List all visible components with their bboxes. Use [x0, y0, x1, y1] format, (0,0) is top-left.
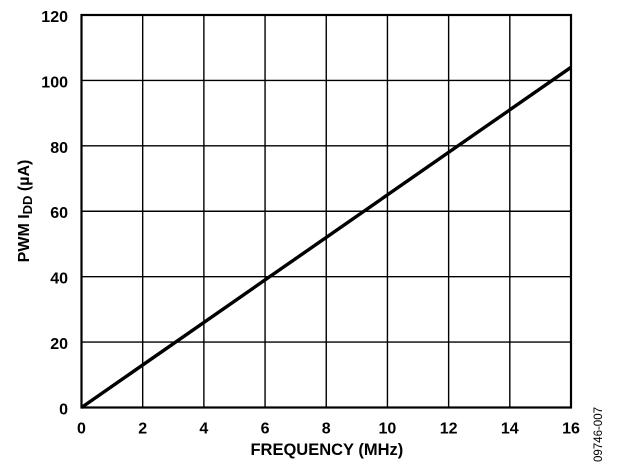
- svg-text:20: 20: [50, 336, 68, 353]
- svg-text:12: 12: [440, 421, 458, 438]
- svg-text:09746-007: 09746-007: [593, 407, 605, 462]
- svg-text:6: 6: [261, 421, 270, 438]
- svg-text:10: 10: [379, 421, 397, 438]
- svg-text:8: 8: [322, 421, 331, 438]
- svg-text:0: 0: [59, 401, 68, 418]
- svg-text:40: 40: [50, 271, 68, 288]
- svg-text:60: 60: [50, 205, 68, 222]
- svg-text:PWM IDD (µA): PWM IDD (µA): [16, 160, 35, 263]
- svg-text:FREQUENCY (MHz): FREQUENCY (MHz): [250, 441, 403, 459]
- svg-text:2: 2: [138, 421, 147, 438]
- svg-text:14: 14: [501, 421, 519, 438]
- svg-text:4: 4: [199, 421, 208, 438]
- svg-text:80: 80: [50, 140, 68, 157]
- svg-text:120: 120: [41, 9, 68, 26]
- svg-text:16: 16: [562, 421, 580, 438]
- svg-text:100: 100: [41, 74, 68, 91]
- svg-text:0: 0: [77, 421, 86, 438]
